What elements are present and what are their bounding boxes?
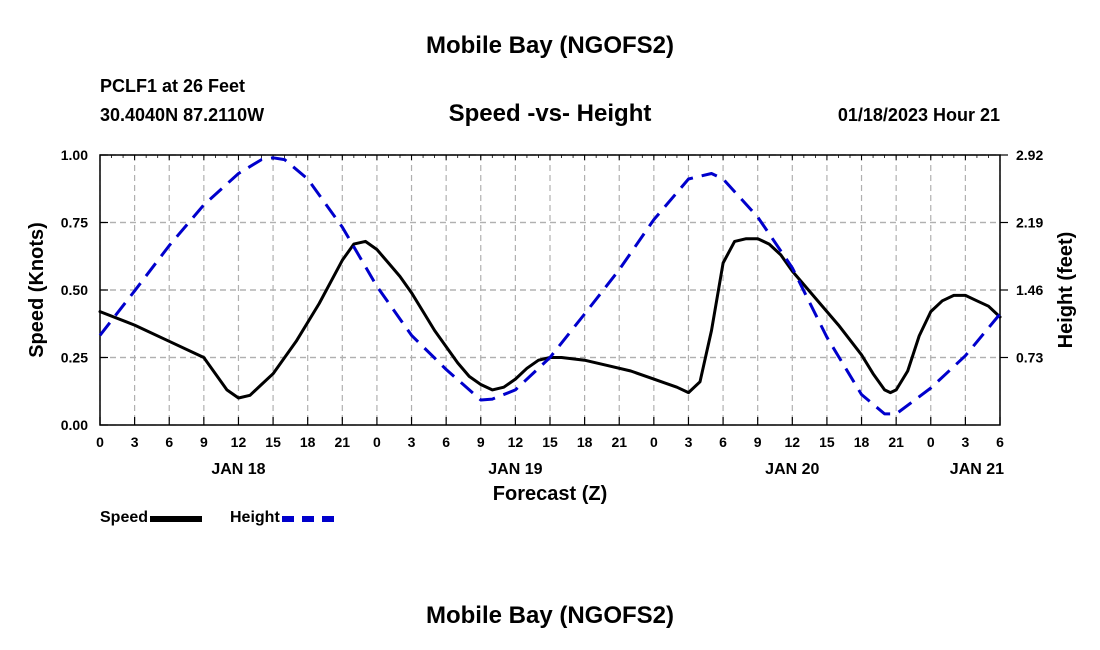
x-tick-label: 9 bbox=[477, 434, 485, 450]
x-tick-label: 0 bbox=[373, 434, 381, 450]
x-tick-label: 6 bbox=[165, 434, 173, 450]
date-label: JAN 19 bbox=[488, 461, 542, 478]
y2-tick-label: 1.46 bbox=[1016, 282, 1043, 298]
series-height-line bbox=[98, 156, 1002, 416]
y-tick-label: 0.00 bbox=[61, 417, 88, 433]
x-tick-label: 21 bbox=[888, 434, 904, 450]
x-tick-label: 6 bbox=[719, 434, 727, 450]
axis-tick-labels: 0 3 6 9 12 15 18 21 0 3 6 9 12 15 18 21 0 3 6 9 12 15 18 21 0 3 6 J… bbox=[61, 147, 1044, 478]
station-label: PCLF1 at 26 Feet bbox=[100, 76, 246, 96]
page-title: Mobile Bay (NGOFS2) bbox=[425, 32, 675, 59]
y-tick-label: 0.75 bbox=[61, 215, 88, 231]
x-tick-label: 3 bbox=[961, 434, 969, 450]
date-label: JAN 20 bbox=[765, 461, 819, 478]
x-tick-label: 3 bbox=[131, 434, 139, 450]
series-speed-line bbox=[98, 237, 1002, 400]
y2-tick-label: 0.73 bbox=[1016, 350, 1043, 366]
x-tick-label: 0 bbox=[927, 434, 935, 450]
date-label: JAN 21 bbox=[950, 461, 1004, 478]
legend-speed: Speed bbox=[100, 509, 203, 527]
x-tick-label: 18 bbox=[300, 434, 316, 450]
x-tick-label: 15 bbox=[265, 434, 281, 450]
x-tick-label: 12 bbox=[231, 434, 247, 450]
legend-speed-swatch bbox=[150, 516, 203, 522]
y2-tick-label: 2.19 bbox=[1016, 215, 1043, 231]
x-tick-label: 6 bbox=[442, 434, 450, 450]
x-tick-label: 15 bbox=[819, 434, 835, 450]
y2-tick-label: 2.92 bbox=[1016, 147, 1043, 163]
x-tick-label: 15 bbox=[542, 434, 558, 450]
forecast-datetime: 01/18/2023 Hour 21 bbox=[837, 105, 1000, 125]
x-tick-label: 21 bbox=[611, 434, 627, 450]
x-tick-label: 18 bbox=[577, 434, 593, 450]
x-tick-label: 12 bbox=[785, 434, 801, 450]
x-tick-label: 3 bbox=[408, 434, 416, 450]
grid-lines bbox=[99, 154, 1001, 426]
x-tick-label: 0 bbox=[650, 434, 658, 450]
legend-height-swatch bbox=[281, 516, 334, 522]
y-tick-label: 1.00 bbox=[61, 147, 88, 163]
x-tick-label: 0 bbox=[96, 434, 104, 450]
legend-speed-label: Speed bbox=[100, 509, 149, 526]
series-lines bbox=[98, 156, 1002, 416]
x-tick-label: 21 bbox=[335, 434, 351, 450]
y2-axis-label: Height (feet) bbox=[1055, 232, 1077, 349]
y-axis-label: Speed (Knots) bbox=[26, 222, 48, 358]
y-tick-label: 0.50 bbox=[61, 282, 88, 298]
bottom-title: Mobile Bay (NGOFS2) bbox=[425, 602, 675, 629]
x-tick-label: 9 bbox=[754, 434, 762, 450]
x-tick-label: 6 bbox=[996, 434, 1004, 450]
coordinates-label: 30.4040N 87.2110W bbox=[100, 105, 265, 125]
date-label: JAN 18 bbox=[211, 461, 265, 478]
legend-height: Height bbox=[230, 509, 334, 527]
x-tick-label: 12 bbox=[508, 434, 524, 450]
x-axis-label: Forecast (Z) bbox=[493, 483, 607, 505]
chart-subtitle: Speed -vs- Height bbox=[448, 100, 652, 127]
y-tick-label: 0.25 bbox=[61, 350, 88, 366]
x-tick-label: 18 bbox=[854, 434, 870, 450]
x-tick-label: 9 bbox=[200, 434, 208, 450]
x-tick-label: 3 bbox=[685, 434, 693, 450]
legend-height-label: Height bbox=[230, 509, 280, 526]
